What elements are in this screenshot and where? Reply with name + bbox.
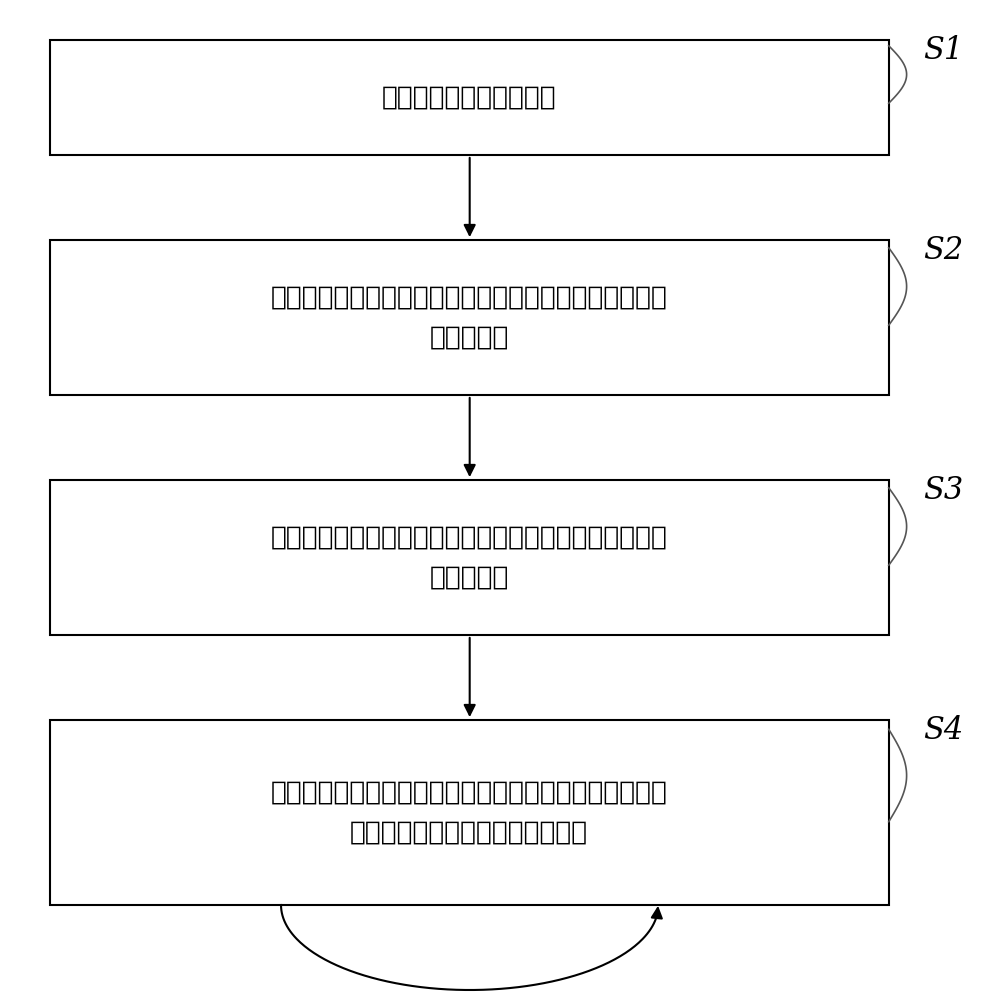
Text: S2: S2 (923, 235, 964, 266)
Text: 以第二预设电流恒流充电至第二预设电压后恒流放电至第
一预设电压: 以第二预设电流恒流充电至第二预设电压后恒流放电至第 一预设电压 (271, 524, 667, 590)
Text: S4: S4 (923, 715, 964, 746)
Bar (50, 720, 889, 905)
Text: 以第三预设电流恒流充电至第三预设电压后恒流放电至第
一预设电压，本步骤重复预设次数: 以第三预设电流恒流充电至第三预设电压后恒流放电至第 一预设电压，本步骤重复预设次… (271, 780, 667, 846)
Text: S1: S1 (923, 35, 964, 66)
Bar (50, 40, 889, 155)
Text: 以第一预设电流恒流充电至预设荷电状态后恒流放电至第
一预设电压: 以第一预设电流恒流充电至预设荷电状态后恒流放电至第 一预设电压 (271, 284, 667, 351)
Bar (50, 480, 889, 635)
Text: S3: S3 (923, 475, 964, 506)
Text: 电池注液后静置预设时间: 电池注液后静置预设时间 (382, 85, 556, 110)
Bar (50, 240, 889, 395)
